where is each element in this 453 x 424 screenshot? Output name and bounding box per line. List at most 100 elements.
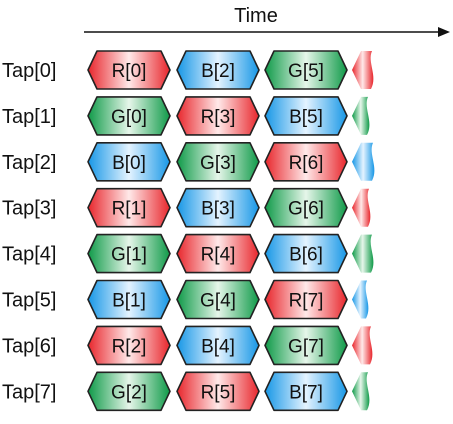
sample-cell-label: B[0] (112, 153, 146, 174)
sample-cell-label: G[2] (111, 382, 147, 403)
sample-cell-label: G[3] (200, 153, 236, 174)
sample-cell-label: B[3] (201, 199, 235, 220)
sample-cell-label: G[0] (111, 107, 147, 128)
sample-cell-g: G[5] (264, 50, 348, 90)
sample-cell-b: B[0] (87, 142, 171, 182)
sample-cell-label: B[4] (201, 336, 235, 357)
sample-cell-label: R[2] (112, 336, 147, 357)
sample-cell-shape (264, 142, 348, 182)
trailing-cell-r (352, 51, 374, 89)
sample-cell-shape (176, 233, 260, 274)
sample-cell-shape (176, 50, 260, 90)
tap-label: Tap[4] (2, 244, 56, 266)
sample-cell-b: B[5] (264, 96, 348, 136)
sample-cell-label: G[1] (111, 245, 147, 266)
sample-cell-shape (176, 96, 260, 136)
sample-cell-r: R[3] (176, 96, 260, 136)
sample-cell-label: R[6] (289, 153, 324, 174)
sample-cell-label: R[4] (201, 245, 236, 266)
sample-cell-shape (264, 233, 348, 274)
sample-cell-shape (87, 142, 171, 182)
sample-cell-r: R[1] (87, 187, 171, 228)
sample-cell-shape (264, 371, 348, 412)
tap-row: Tap[4] G[1] R[4] B[6] (2, 233, 374, 274)
sample-cell-shape (176, 325, 260, 366)
sample-cell-label: B[6] (289, 245, 323, 266)
sample-cell-shape (87, 187, 171, 228)
sample-cell-label: B[1] (112, 291, 146, 312)
sample-cell-label: G[5] (288, 61, 324, 82)
trailing-cell-b (352, 280, 369, 319)
tap-label: Tap[2] (2, 152, 56, 174)
sample-cell-g: G[2] (87, 371, 171, 412)
sample-cell-shape (264, 325, 348, 366)
sample-cell-shape (264, 187, 348, 228)
sample-cell-b: B[7] (264, 371, 348, 412)
tap-row: Tap[7] G[2] R[5] B[7] (2, 371, 370, 412)
sample-cell-b: B[6] (264, 233, 348, 274)
tap-label: Tap[7] (2, 381, 56, 403)
tap-label: Tap[6] (2, 335, 56, 357)
sample-cell-shape (264, 50, 348, 90)
sample-cell-label: B[2] (201, 61, 235, 82)
sample-cell-shape (176, 187, 260, 228)
sample-cell-label: R[0] (112, 61, 147, 82)
sample-cell-r: R[6] (264, 142, 348, 182)
sample-cell-b: B[1] (87, 279, 171, 320)
tap-row: Tap[6] R[2] B[4] G[7] (2, 325, 373, 366)
time-axis-arrowhead (438, 27, 450, 37)
tap-row: Tap[3] R[1] B[3] G[6] (2, 187, 371, 228)
tap-row: Tap[1] G[0] R[3] B[5] (2, 96, 370, 136)
tap-label: Tap[5] (2, 290, 56, 312)
sample-cell-r: R[7] (264, 279, 348, 320)
sample-cell-shape (87, 96, 171, 136)
sample-cell-label: G[6] (288, 199, 324, 220)
sample-cell-shape (176, 371, 260, 412)
sample-cell-b: B[3] (176, 187, 260, 228)
tap-label: Tap[3] (2, 198, 56, 220)
sample-cell-shape (176, 279, 260, 320)
tap-row: Tap[5] B[1] G[4] R[7] (2, 279, 369, 320)
sample-cell-shape (176, 142, 260, 182)
sample-cell-r: R[5] (176, 371, 260, 412)
sample-cell-label: R[1] (112, 199, 147, 220)
tap-label: Tap[0] (2, 60, 56, 82)
tap-row: Tap[2] B[0] G[3] R[6] (2, 142, 375, 182)
sample-cell-label: R[3] (201, 107, 236, 128)
sample-cell-g: G[7] (264, 325, 348, 366)
sample-cell-shape (87, 371, 171, 412)
tap-rows: Tap[0] R[0] B[2] G[5]Tap[1] G[0] R[3] B[5]Tap[… (2, 50, 375, 412)
sample-cell-b: B[4] (176, 325, 260, 366)
sample-cell-shape (87, 279, 171, 320)
time-axis-title: Time (234, 5, 278, 27)
trailing-cell-r (352, 188, 371, 227)
sample-cell-label: G[4] (200, 291, 236, 312)
sample-cell-r: R[0] (87, 50, 171, 90)
sample-cell-r: R[4] (176, 233, 260, 274)
sample-cell-r: R[2] (87, 325, 171, 366)
time-axis: Time (84, 5, 450, 37)
sample-cell-g: G[6] (264, 187, 348, 228)
trailing-cell-r (352, 326, 373, 365)
sample-cell-shape (87, 50, 171, 90)
sample-cell-shape (264, 96, 348, 136)
sample-cell-label: G[7] (288, 336, 324, 357)
tap-row: Tap[0] R[0] B[2] G[5] (2, 50, 374, 90)
sample-cell-g: G[3] (176, 142, 260, 182)
sample-cell-g: G[4] (176, 279, 260, 320)
sample-cell-label: B[7] (289, 382, 323, 403)
sample-cell-shape (87, 325, 171, 366)
sample-cell-b: B[2] (176, 50, 260, 90)
sample-cell-g: G[0] (87, 96, 171, 136)
sample-cell-shape (87, 233, 171, 274)
sample-cell-label: R[5] (201, 382, 236, 403)
tap-label: Tap[1] (2, 106, 56, 128)
sample-cell-g: G[1] (87, 233, 171, 274)
sample-cell-label: R[7] (289, 291, 324, 312)
trailing-cell-g (352, 234, 374, 273)
trailing-cell-b (352, 142, 375, 181)
trailing-cell-g (352, 96, 370, 135)
sample-cell-label: B[5] (289, 107, 323, 128)
